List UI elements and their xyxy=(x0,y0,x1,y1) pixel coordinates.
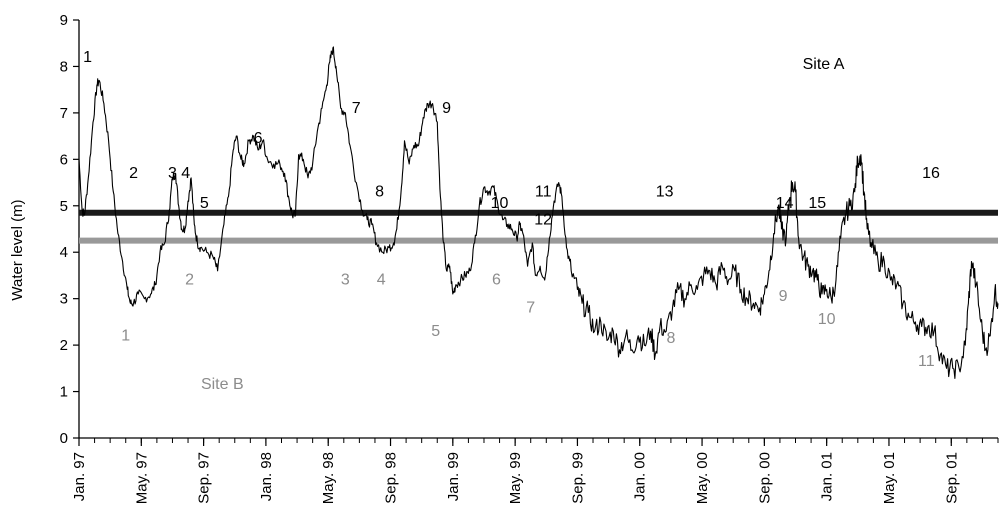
site-a-annotation: 8 xyxy=(375,183,384,200)
site-a-annotation: 13 xyxy=(656,183,674,200)
site-a-annotation: 9 xyxy=(442,100,451,117)
x-tick-label: May. 01 xyxy=(881,452,898,504)
reference-lines xyxy=(79,209,998,244)
site-a-annotation: 3 xyxy=(168,165,177,182)
site-b-annotation: 5 xyxy=(431,323,440,340)
site-a-annotation: 7 xyxy=(352,100,361,117)
y-tick-label: 0 xyxy=(60,430,68,447)
site-a-annotation: Site A xyxy=(803,56,845,73)
site-a-annotation: 2 xyxy=(129,165,138,182)
y-axis-title: Water level (m) xyxy=(9,199,26,300)
site-b-annotation: 4 xyxy=(377,272,386,289)
x-tick-label: May. 97 xyxy=(133,452,150,504)
y-tick-label: 7 xyxy=(60,105,68,122)
series-layer xyxy=(78,46,999,379)
x-tick-label: Jan. 00 xyxy=(632,452,649,501)
site-b-annotation: 11 xyxy=(918,353,935,370)
y-tick-label: 1 xyxy=(60,384,68,401)
y-tick-label: 4 xyxy=(60,244,68,261)
x-tick-label: Jan. 01 xyxy=(819,452,836,501)
site-b-annotation: 7 xyxy=(526,300,535,317)
x-tick-label: May. 00 xyxy=(694,452,711,504)
site-b-annotation: 1 xyxy=(121,327,130,344)
site-b-annotation: 10 xyxy=(818,311,836,328)
site-a-annotation: 14 xyxy=(776,195,794,212)
site-b-annotation: 2 xyxy=(185,272,194,289)
y-tick-label: 5 xyxy=(60,198,68,215)
site-b-annotation: 3 xyxy=(341,272,350,289)
site-a-annotation: 6 xyxy=(254,130,263,147)
site-a-annotation: 16 xyxy=(922,165,940,182)
x-tick-label: Jan. 99 xyxy=(445,452,462,501)
site-a-annotation: 15 xyxy=(808,195,826,212)
site-b-annotation: Site B xyxy=(201,376,244,393)
x-tick-label: May. 99 xyxy=(507,452,524,504)
y-tick-label: 9 xyxy=(60,12,68,29)
x-tick-label: Jan. 98 xyxy=(258,452,275,501)
y-tick-label: 8 xyxy=(60,58,68,75)
site-a-annotation: 10 xyxy=(491,195,509,212)
site-b-annotation: 6 xyxy=(492,272,501,289)
x-tick-label: Sep. 98 xyxy=(383,452,400,504)
x-tick-label: Sep. 00 xyxy=(756,452,773,504)
site-a-annotation: 4 xyxy=(181,165,190,182)
x-tick-label: Sep. 99 xyxy=(569,452,586,504)
y-tick-label: 6 xyxy=(60,151,68,168)
x-tick-label: Jan. 97 xyxy=(71,452,88,501)
water-level-series-line xyxy=(78,46,999,379)
site-a-annotation: 11 xyxy=(535,183,552,200)
site-b-annotation: 8 xyxy=(666,330,675,347)
x-tick-label: Sep. 97 xyxy=(196,452,213,504)
y-tick-label: 2 xyxy=(60,337,68,354)
site-a-annotation: 5 xyxy=(200,195,209,212)
site-a-annotation: 12 xyxy=(534,211,552,228)
y-tick-label: 3 xyxy=(60,291,68,308)
site-a-annotation: 1 xyxy=(83,49,92,66)
site-b-annotation: 9 xyxy=(779,288,788,305)
x-tick-label: Sep. 01 xyxy=(943,452,960,504)
x-tick-label: May. 98 xyxy=(320,452,337,504)
